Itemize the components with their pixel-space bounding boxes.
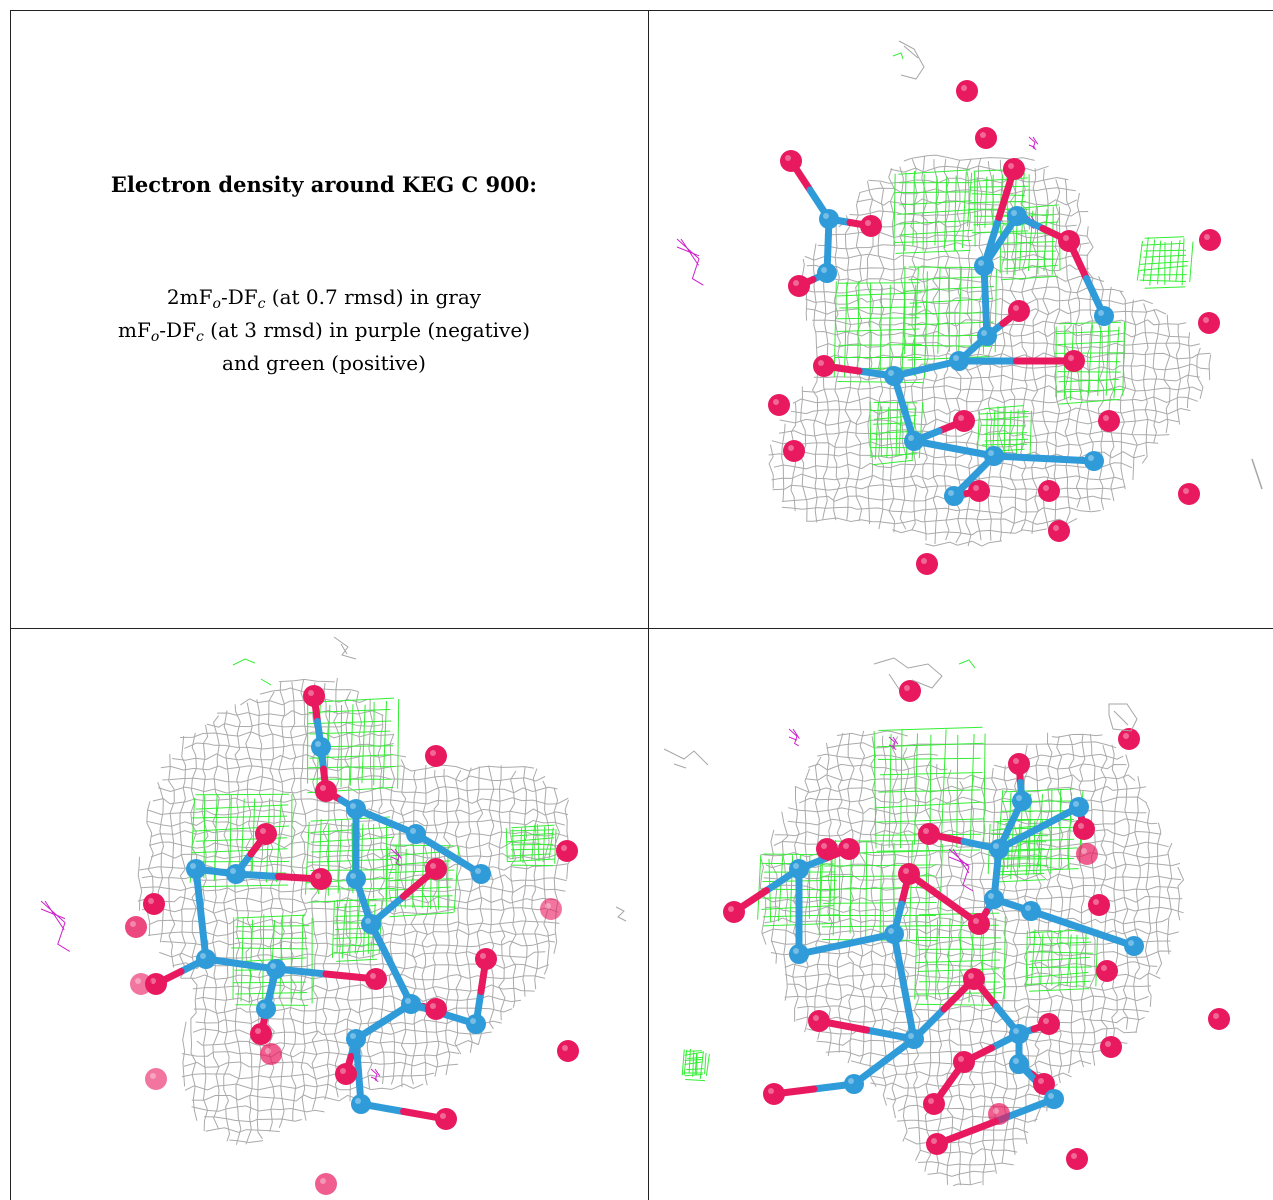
positive-density-mesh xyxy=(506,824,556,866)
density-mesh-gray xyxy=(754,731,1184,1186)
caption-title: Electron density around KEG C 900: xyxy=(0,172,648,197)
molecule-render-bottom-left xyxy=(11,629,648,1200)
negative-density-mesh xyxy=(41,901,70,951)
legend-line-green: and green (positive) xyxy=(0,350,648,376)
legend-line-difference: mFo-DFc (at 3 rmsd) in purple (negative) xyxy=(0,317,648,350)
density-view-bottom-right xyxy=(649,629,1273,1200)
positive-density-mesh xyxy=(1137,237,1193,288)
negative-density-mesh xyxy=(789,729,799,746)
caption-cell: Electron density around KEG C 900: 2mFo-… xyxy=(0,0,648,622)
legend-line-gray: 2mFo-DFc (at 0.7 rmsd) in gray xyxy=(0,284,648,317)
positive-density-mesh xyxy=(894,170,975,254)
density-view-top-right xyxy=(649,11,1273,628)
density-view-bottom-left xyxy=(11,629,648,1200)
molecule-render-top-right xyxy=(649,11,1273,628)
caption-legend: 2mFo-DFc (at 0.7 rmsd) in gray mFo-DFc (… xyxy=(0,284,648,376)
negative-density-mesh xyxy=(1029,137,1038,150)
molecule-render-bottom-right xyxy=(649,629,1273,1200)
positive-density-mesh xyxy=(682,1049,709,1081)
negative-density-mesh xyxy=(677,239,703,285)
